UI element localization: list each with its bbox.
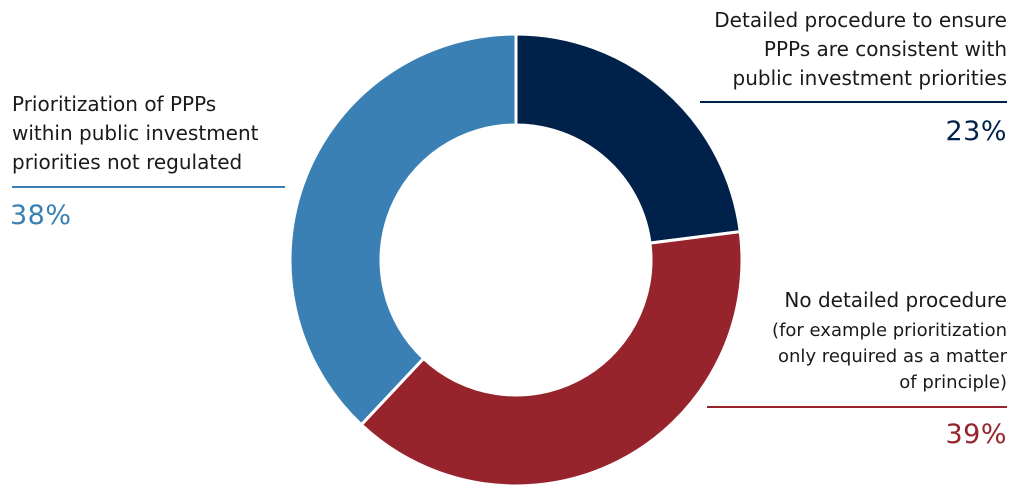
- slice-label-no-detailed-procedure: No detailed procedure: [784, 288, 1007, 312]
- slice-label-not-regulated: Prioritization of PPPs within public inv…: [12, 92, 259, 174]
- slice-sublabel-no-detailed-procedure: (for example prioritization only require…: [772, 320, 1007, 393]
- leader-rule-not-regulated: [12, 186, 285, 188]
- slice-label-detailed-procedure: Detailed procedure to ensure PPPs are co…: [714, 8, 1007, 90]
- slice-no-detailed-procedure: [359, 229, 744, 485]
- slice-not-regulated: [288, 32, 518, 427]
- slice-detailed-procedure: [514, 32, 742, 245]
- leader-rule-detailed-procedure: [700, 101, 1007, 103]
- donut-slices: [288, 32, 744, 485]
- slice-value-detailed-procedure: 23%: [945, 116, 1007, 147]
- slice-value-not-regulated: 38%: [10, 200, 72, 231]
- leader-rule-no-detailed-procedure: [707, 406, 1007, 408]
- slice-value-no-detailed-procedure: 39%: [945, 419, 1007, 450]
